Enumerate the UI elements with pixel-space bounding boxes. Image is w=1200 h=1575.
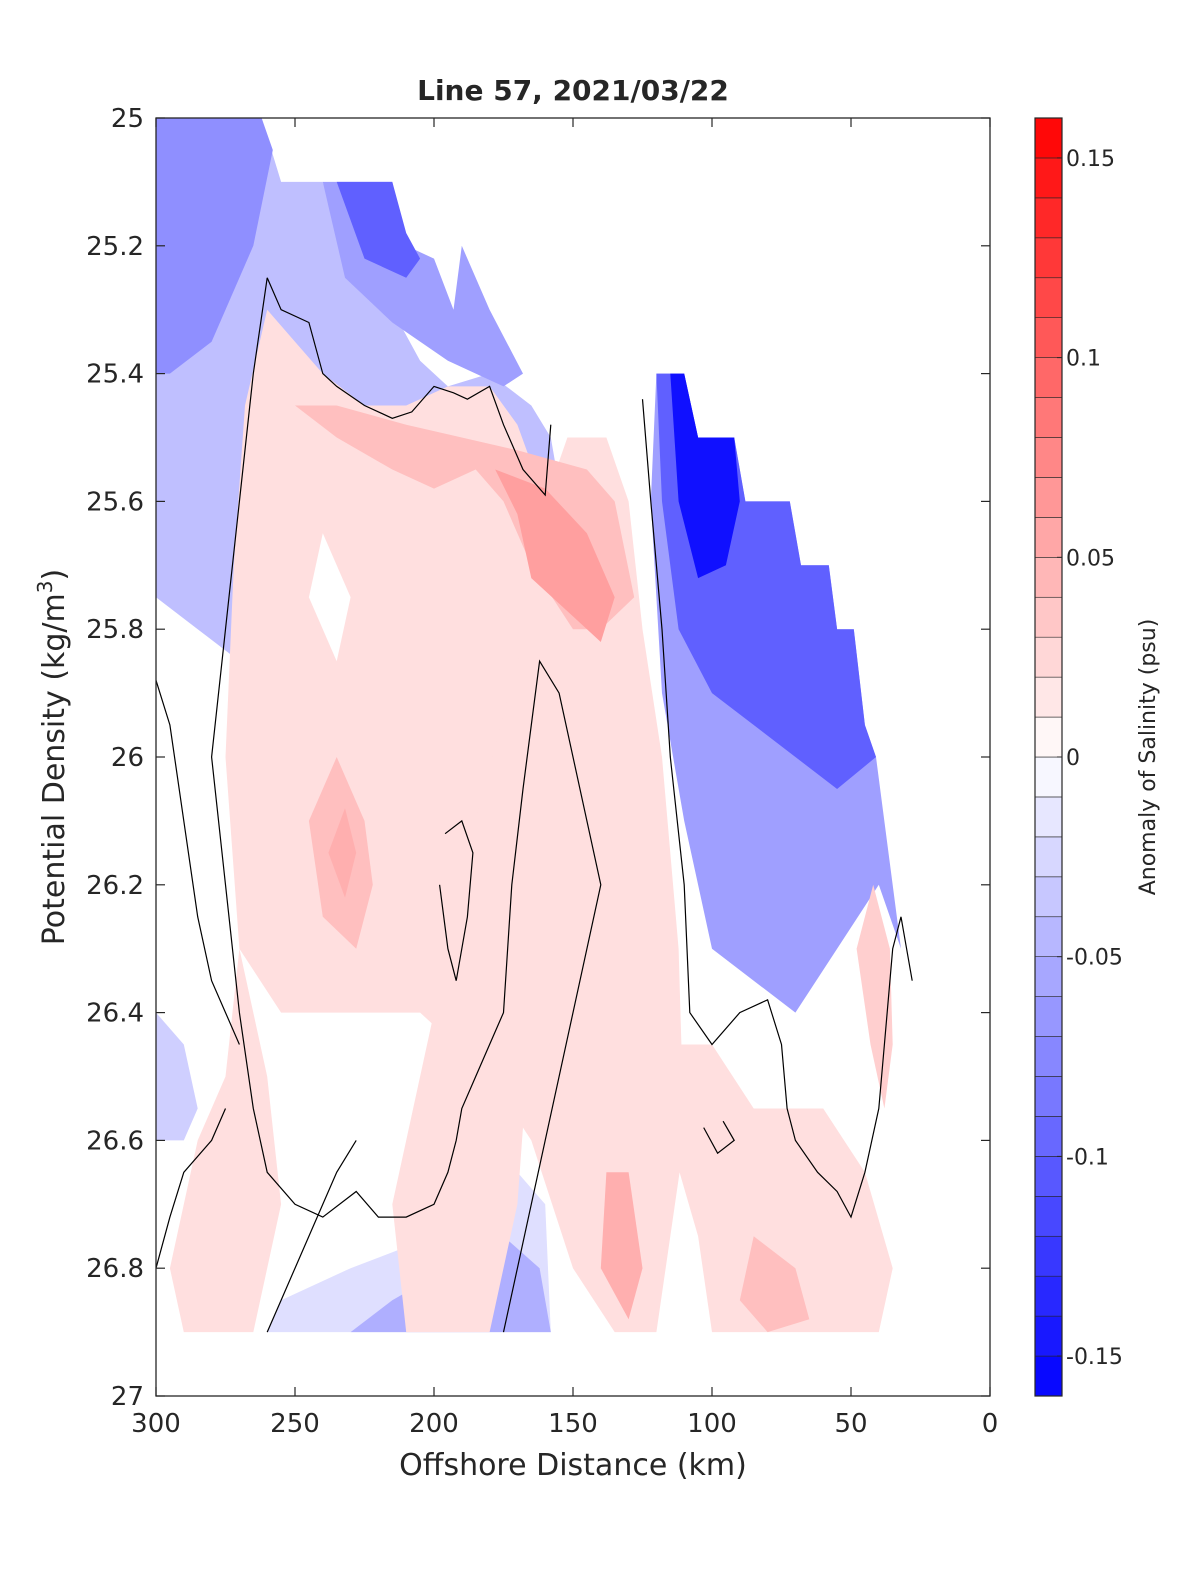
y-tick-label: 25.2 <box>86 232 144 262</box>
anomaly-region-19 <box>495 469 615 642</box>
colorbar-level <box>1034 1355 1063 1397</box>
colorbar-level <box>1034 477 1063 518</box>
colorbar-label: Anomaly of Salinity (psu) <box>1136 619 1161 896</box>
colorbar-level <box>1034 1275 1063 1317</box>
y-tick-label: 26.4 <box>86 999 144 1029</box>
x-tick-label: 50 <box>834 1409 867 1439</box>
y-tick-label: 26.2 <box>86 871 144 901</box>
y-tick-label: 25 <box>111 104 144 134</box>
colorbar-tick-label: 0.1 <box>1066 347 1101 372</box>
y-axis-label-main: Potential Density (kg/m <box>37 593 72 945</box>
y-tick-label: 25.6 <box>86 487 144 517</box>
zero-contour-line-7 <box>703 1120 735 1155</box>
anomaly-region-24 <box>156 705 206 1013</box>
y-tick-label: 25.4 <box>86 360 144 390</box>
anomaly-region-14 <box>642 1044 893 1333</box>
y-tick-label: 25.8 <box>86 615 144 645</box>
anomaly-region-21 <box>600 1172 643 1320</box>
y-axis-label-close: ) <box>37 569 72 581</box>
colorbar-level <box>1034 996 1063 1037</box>
colorbar-level <box>1034 1036 1063 1077</box>
colorbar-tick-label: 0 <box>1066 746 1080 771</box>
y-tick-label: 26.8 <box>86 1254 144 1284</box>
colorbar-level <box>1034 197 1063 239</box>
anomaly-region-3 <box>336 181 421 278</box>
x-tick-label: 150 <box>548 1409 598 1439</box>
colorbar-level <box>1034 1315 1063 1357</box>
y-tick-label: 26.6 <box>86 1126 144 1156</box>
colorbar-level <box>1034 397 1063 438</box>
y-axis: 25 25.2 25.4 25.6 25.8 26 26.2 26.4 26.6 26.8 27 <box>86 104 990 1412</box>
colorbar-level <box>1034 956 1063 997</box>
x-axis-label: Offshore Distance (km) <box>399 1448 747 1483</box>
colorbar-tick-label: 0.05 <box>1066 546 1115 571</box>
y-axis-label: Potential Density (kg/m3) <box>33 569 72 945</box>
y-axis-label-superscript: 3 <box>33 580 57 593</box>
x-tick-label: 200 <box>409 1409 459 1439</box>
zero-contour-line-4 <box>266 1140 357 1333</box>
x-tick-label: 100 <box>687 1409 737 1439</box>
colorbar-tick-label: -0.15 <box>1066 1345 1123 1370</box>
anomaly-region-13 <box>392 565 560 1333</box>
colorbar-level <box>1034 517 1063 558</box>
colorbar-tick-label: -0.05 <box>1066 946 1123 971</box>
anomaly-region-23 <box>308 533 351 662</box>
zero-contour-line-5 <box>641 399 913 1219</box>
anomaly-region-12 <box>169 948 282 1333</box>
colorbar-level <box>1034 1156 1063 1197</box>
anomaly-region-22 <box>739 1236 810 1333</box>
x-tick-label: 300 <box>131 1409 181 1439</box>
colorbar-level <box>1034 277 1063 318</box>
colorbar-level <box>1034 157 1063 199</box>
zero-contour-line-2 <box>156 680 240 1045</box>
colorbar-level <box>1034 237 1063 279</box>
anomaly-fill-layer <box>156 118 901 1333</box>
colorbar-level <box>1034 836 1063 878</box>
zero-contour-layer <box>156 277 913 1333</box>
colorbar-level <box>1034 117 1063 159</box>
colorbar-level <box>1034 1116 1063 1157</box>
colorbar-level <box>1034 1196 1063 1237</box>
x-tick-label: 0 <box>982 1409 999 1439</box>
colorbar-tick-label: 0.15 <box>1066 147 1115 172</box>
colorbar-level <box>1034 437 1063 478</box>
colorbar-level <box>1034 636 1063 678</box>
y-tick-label: 27 <box>111 1382 144 1412</box>
colorbar-level <box>1034 1235 1063 1277</box>
colorbar-tick-label: -0.1 <box>1066 1145 1109 1170</box>
y-tick-label: 26 <box>111 743 144 773</box>
zero-contour-line-3 <box>156 1108 227 1269</box>
colorbar-level <box>1034 357 1063 398</box>
anomaly-region-10 <box>670 373 740 579</box>
zero-contour-line-6 <box>439 819 474 981</box>
colorbar: -0.15 -0.1 -0.05 0 0.05 0.1 0.15 <box>1034 117 1123 1397</box>
plot-area <box>156 118 990 1396</box>
anomaly-region-4 <box>156 1012 198 1141</box>
chart-title: Line 57, 2021/03/22 <box>417 74 729 107</box>
anomaly-region-1 <box>156 118 273 374</box>
colorbar-level <box>1034 596 1063 638</box>
zero-contour-line-0 <box>266 277 552 497</box>
colorbar-level <box>1034 796 1063 838</box>
colorbar-level <box>1034 1076 1063 1117</box>
zero-contour-line-1 <box>210 277 602 1333</box>
colorbar-level <box>1034 916 1063 957</box>
colorbar-level <box>1034 557 1063 598</box>
colorbar-level <box>1034 716 1063 758</box>
anomaly-region-20 <box>328 808 357 898</box>
colorbar-level <box>1034 676 1063 718</box>
x-tick-label: 250 <box>270 1409 320 1439</box>
colorbar-level <box>1034 876 1063 918</box>
x-axis: 300 250 200 150 100 50 0 <box>131 118 998 1439</box>
colorbar-level <box>1034 317 1063 358</box>
colorbar-level <box>1034 756 1063 798</box>
